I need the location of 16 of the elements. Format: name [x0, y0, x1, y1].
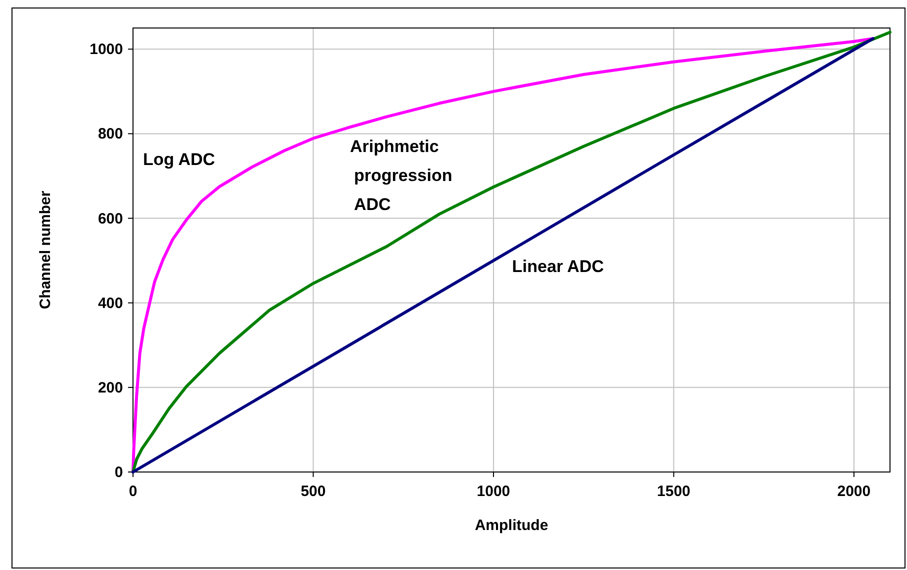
x-tick-label: 2000: [837, 483, 871, 500]
x-tick-label: 1000: [476, 483, 510, 500]
y-tick-label: 0: [114, 464, 123, 481]
y-tick-label: 1000: [90, 41, 123, 58]
y-tick-label: 600: [98, 210, 123, 228]
series-label: Log ADC: [143, 150, 216, 169]
y-tick-label: 800: [98, 126, 123, 143]
y-tick-label: 200: [98, 379, 123, 396]
x-axis-title: Amplitude: [474, 517, 548, 534]
x-tick-label: 0: [128, 483, 138, 500]
series-label: Ariphmetic progression ADC: [350, 137, 452, 214]
y-tick-label: 400: [98, 294, 123, 312]
y-axis-title: Channel number: [37, 190, 54, 310]
series-label: Linear ADC: [512, 257, 604, 276]
x-tick-label: 500: [300, 483, 326, 500]
x-tick-label: 1500: [657, 483, 690, 500]
